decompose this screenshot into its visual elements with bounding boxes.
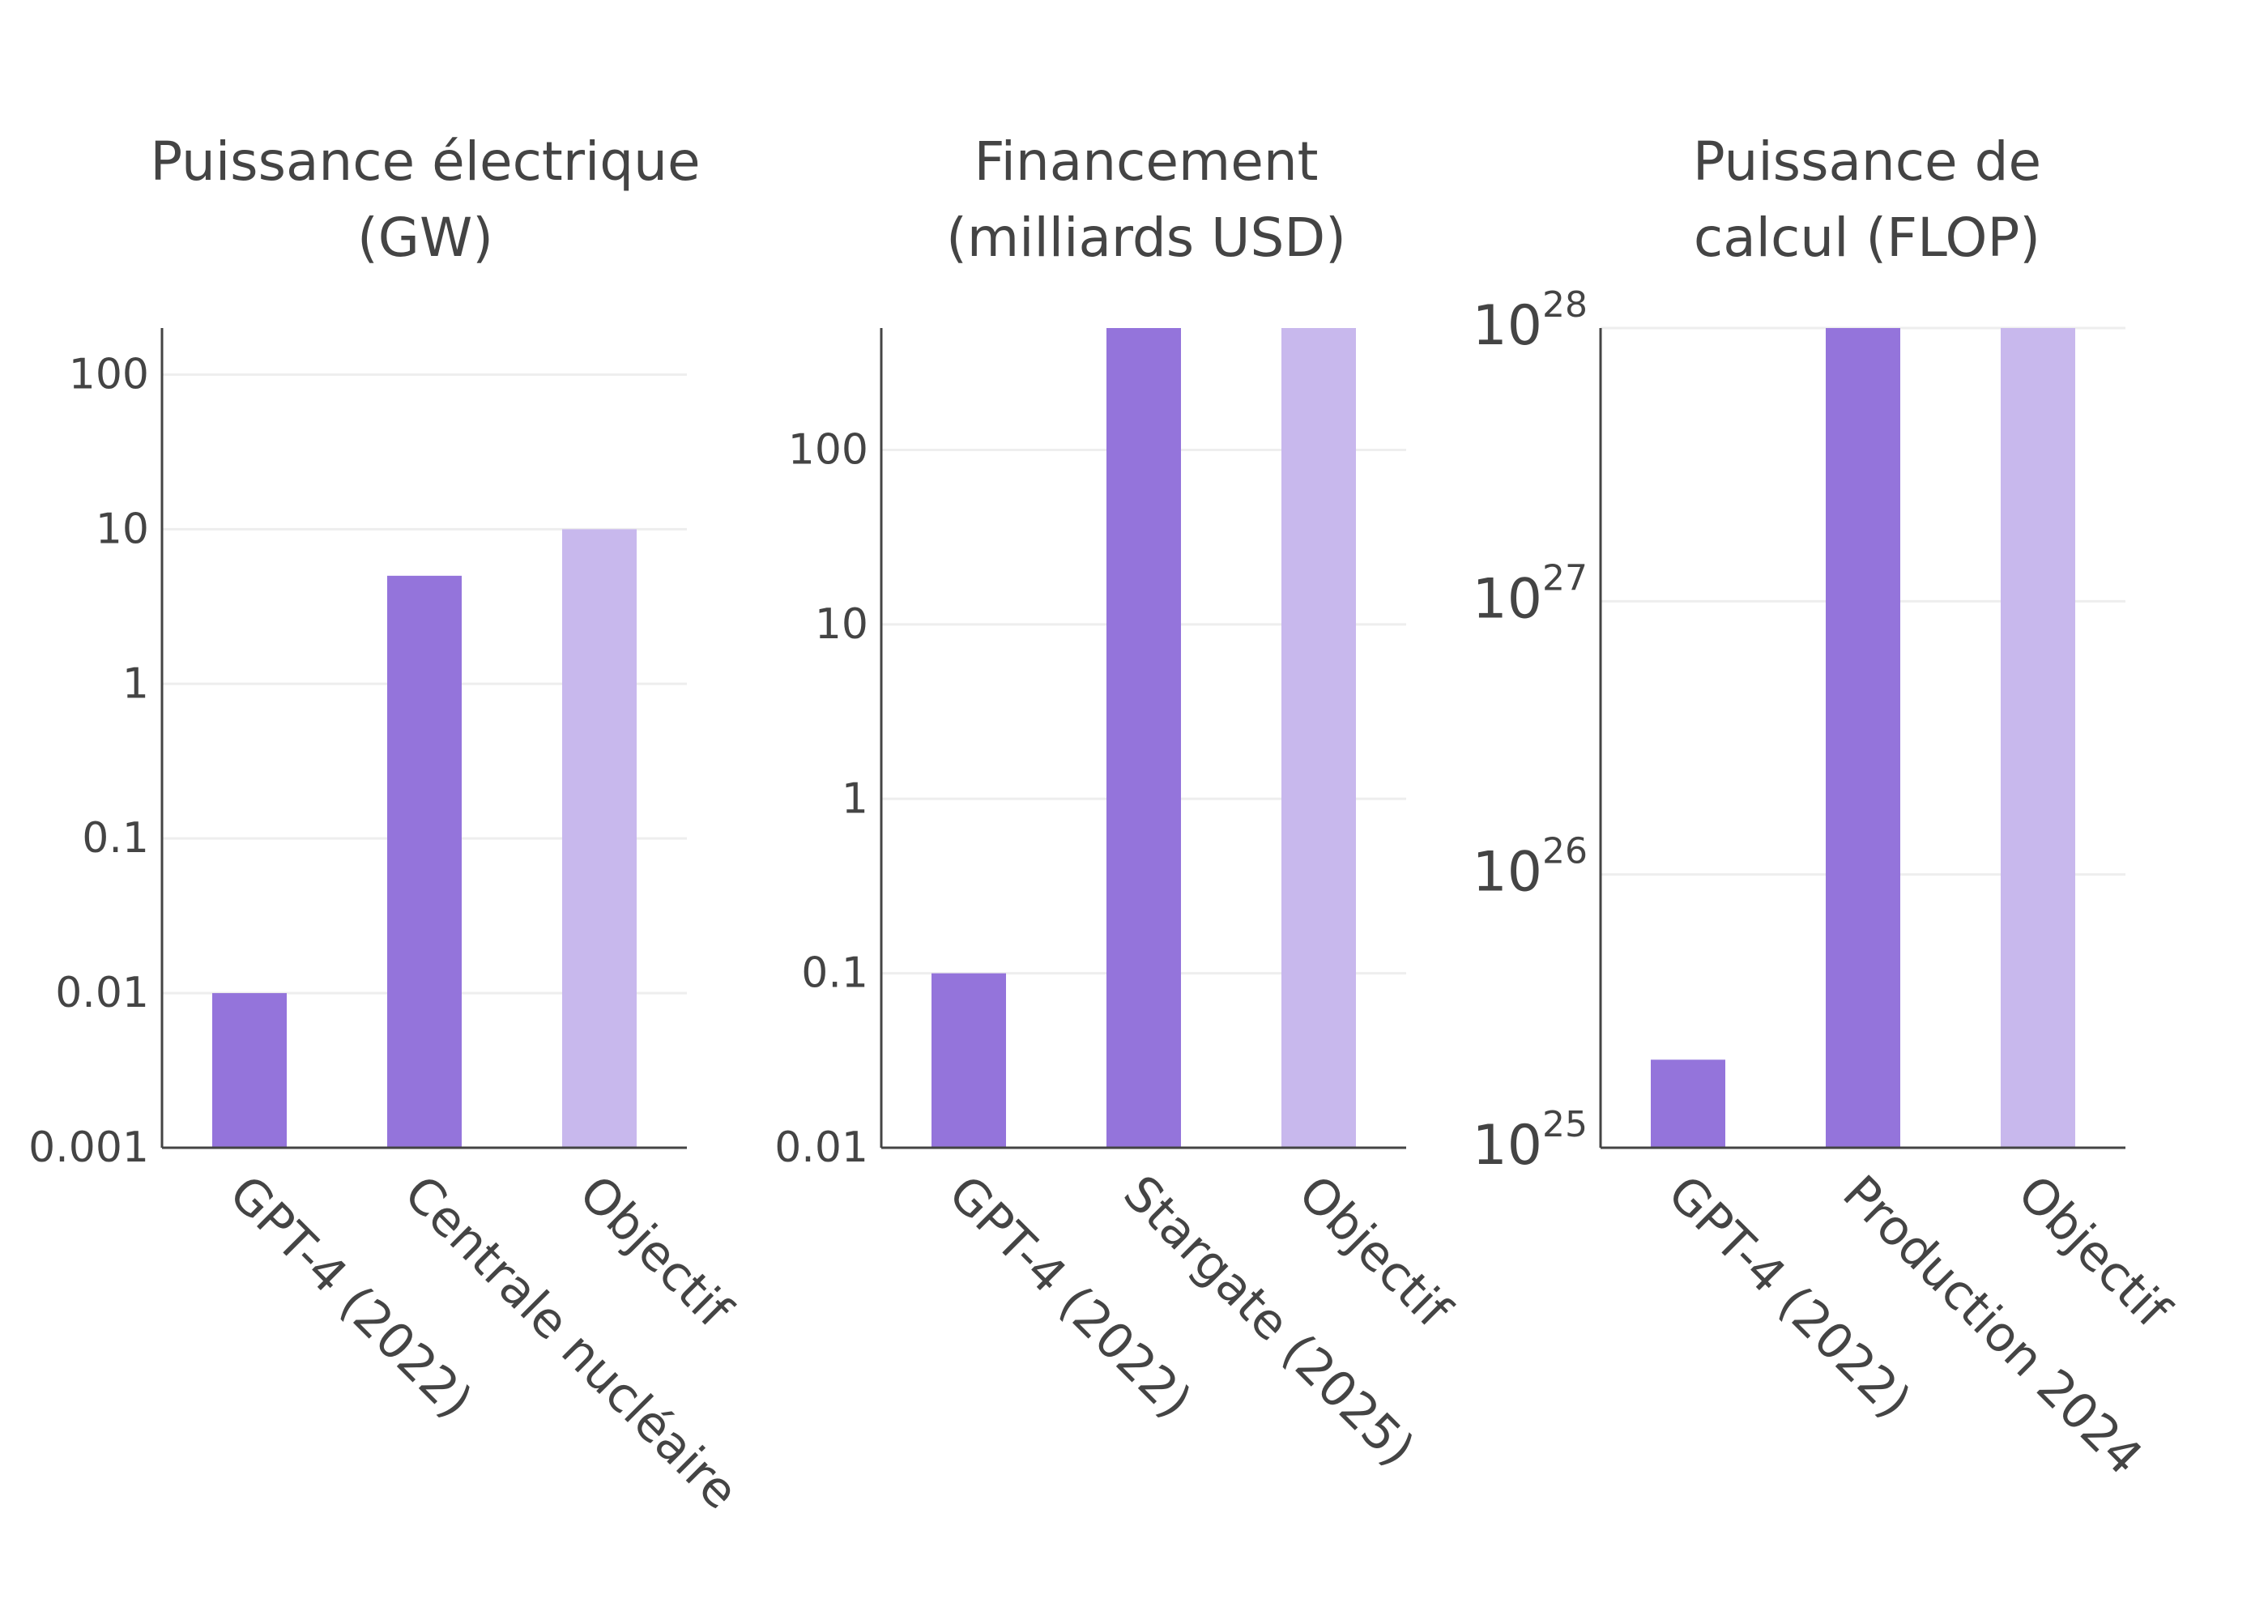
- y-tick-label: 0.01: [55, 969, 149, 1017]
- bar-1: [212, 993, 287, 1148]
- x-category-label: Objectif: [1287, 1165, 1462, 1340]
- y-tick-label: 0.1: [82, 814, 149, 863]
- chart-panel-3: Puissance de calcul (FLOP) 1025 1026 1027 102…: [1472, 130, 2181, 1486]
- bar-2: [387, 575, 462, 1148]
- x-category-label: Centrale nucléaire: [393, 1165, 748, 1520]
- bar-2: [1106, 328, 1181, 1148]
- x-category-label: Objectif: [568, 1165, 743, 1340]
- chart-title-line: (milliards USD): [946, 207, 1346, 269]
- y-tick-label: 100: [788, 426, 868, 475]
- y-tick-label: 0.001: [28, 1123, 149, 1172]
- y-tick-label: 1: [122, 659, 149, 708]
- bar-3: [2001, 328, 2075, 1148]
- y-tick-label: 1: [842, 774, 868, 823]
- y-tick-label: 0.01: [774, 1123, 868, 1172]
- chart-title-line: (GW): [357, 207, 493, 269]
- x-category-label: Stargate (2025): [1112, 1165, 1425, 1477]
- y-tick-label: 0.1: [801, 949, 868, 998]
- y-tick-label: 1026: [1472, 831, 1588, 905]
- bar-1: [932, 973, 1006, 1148]
- bar-3: [1281, 328, 1356, 1148]
- chart-title-line: Puissance de: [1693, 130, 2041, 193]
- x-category-label: Objectif: [2006, 1165, 2181, 1340]
- bar-2: [1826, 328, 1900, 1148]
- bar-1: [1651, 1059, 1725, 1148]
- chart-panel-1: Puissance électrique (GW) 0.001 0.01 0.1 1 10 1…: [28, 130, 748, 1520]
- chart-title-line: Financement: [974, 130, 1318, 193]
- chart-title-line: Puissance électrique: [150, 130, 700, 193]
- y-tick-label: 10: [96, 505, 149, 553]
- y-tick-label: 1028: [1472, 284, 1588, 358]
- y-tick-label: 1027: [1472, 557, 1588, 631]
- y-tick-label: 1025: [1472, 1104, 1588, 1178]
- y-tick-label: 100: [69, 350, 149, 399]
- chart-title-line: calcul (FLOP): [1694, 207, 2040, 269]
- x-category-label: Production 2024: [1831, 1165, 2153, 1486]
- y-tick-label: 10: [815, 600, 868, 649]
- bar-3: [562, 529, 637, 1148]
- chart-panel-2: Financement(milliards USD)0.010.1110100G…: [774, 130, 1462, 1477]
